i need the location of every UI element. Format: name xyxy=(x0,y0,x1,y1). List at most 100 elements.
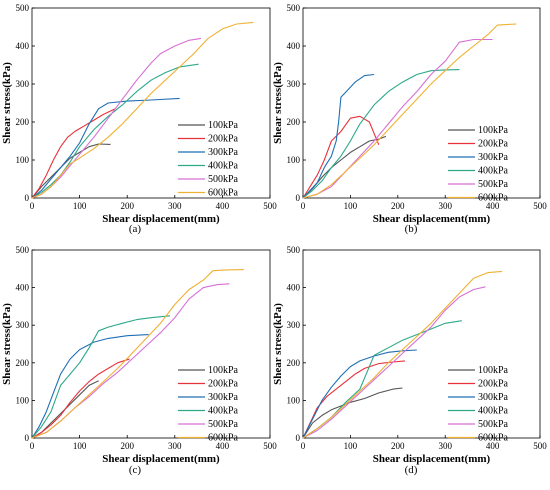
legend-label: 500kPa xyxy=(478,179,509,190)
y-tick-label: 400 xyxy=(287,283,301,293)
x-tick-label: 300 xyxy=(168,441,182,451)
legend-label: 400kPa xyxy=(208,161,239,172)
x-tick-label: 300 xyxy=(438,201,452,211)
legend-label: 600kPa xyxy=(208,188,239,199)
series-line-200kPa xyxy=(31,108,116,199)
y-axis-label: Shear stress(kPa) xyxy=(272,303,284,385)
y-tick-label: 200 xyxy=(16,358,30,368)
series-line-300kPa xyxy=(31,97,180,199)
legend-label: 200kPa xyxy=(478,379,509,390)
y-axis-label: Shear stress(kPa) xyxy=(272,62,284,144)
legend: 100kPa 200kPa 300kPa 400kPa 500kPa 600kPa xyxy=(448,125,509,204)
y-tick-label: 500 xyxy=(16,3,30,13)
legend-label: 100kPa xyxy=(208,120,239,131)
series-line-400kPa xyxy=(302,69,460,199)
legend-label: 500kPa xyxy=(208,174,239,185)
x-tick-label: 400 xyxy=(216,201,230,211)
chart-panel-2: 0 100 200 300 400 500 0 100 200 300 400 500 Shear di… xyxy=(272,3,547,235)
y-tick-label: 400 xyxy=(16,41,30,51)
y-tick-label: 300 xyxy=(287,320,301,330)
legend: 100kPa 200kPa 300kPa 400kPa 500kPa 600kPa xyxy=(178,120,239,199)
y-tick-label: 100 xyxy=(287,155,301,165)
x-tick-label: 0 xyxy=(301,441,306,451)
x-axis-label: Shear displacement(mm) xyxy=(373,453,491,465)
legend-label: 600kPa xyxy=(478,193,509,204)
x-tick-label: 200 xyxy=(391,441,405,451)
series-line-300kPa xyxy=(302,73,375,199)
x-tick-label: 300 xyxy=(438,441,452,451)
x-tick-label: 200 xyxy=(391,201,405,211)
x-tick-label: 100 xyxy=(73,201,87,211)
x-tick-label: 400 xyxy=(486,201,500,211)
x-axis-label: Shear displacement(mm) xyxy=(373,213,491,225)
x-axis-label: Shear displacement(mm) xyxy=(102,213,220,225)
legend-label: 200kPa xyxy=(208,134,239,145)
series-line-300kPa xyxy=(302,349,417,439)
plot-frame xyxy=(302,249,541,439)
legend-label: 100kPa xyxy=(478,125,509,136)
series-line-500kPa xyxy=(302,38,493,199)
x-tick-label: 200 xyxy=(120,201,134,211)
series-line-200kPa xyxy=(31,358,130,439)
legend-label: 300kPa xyxy=(208,147,239,158)
y-tick-label: 100 xyxy=(287,395,301,405)
y-tick-label: 500 xyxy=(287,245,301,255)
x-tick-label: 400 xyxy=(216,441,230,451)
legend-label: 100kPa xyxy=(208,365,239,376)
legend-label: 500kPa xyxy=(208,419,239,430)
x-tick-label: 100 xyxy=(73,441,87,451)
y-tick-label: 500 xyxy=(16,245,30,255)
x-tick-label: 500 xyxy=(533,441,547,451)
legend-label: 100kPa xyxy=(478,365,509,376)
legend-label: 600kPa xyxy=(478,433,509,444)
y-axis-label: Shear stress(kPa) xyxy=(1,303,13,385)
plot-frame xyxy=(31,249,271,439)
legend-label: 400kPa xyxy=(478,166,509,177)
x-tick-label: 100 xyxy=(344,201,358,211)
panel-label: (c) xyxy=(129,464,142,476)
y-tick-label: 200 xyxy=(16,117,30,127)
chart-panel-3: 0 100 200 300 400 500 0 100 200 300 400 500 Shear di… xyxy=(1,245,277,476)
chart-panel-1: 0 100 200 300 400 500 0 100 200 300 400 500 Shear di… xyxy=(1,3,277,235)
legend-label: 300kPa xyxy=(208,392,239,403)
y-tick-label: 500 xyxy=(287,3,301,13)
y-tick-label: 400 xyxy=(16,283,30,293)
legend-label: 400kPa xyxy=(478,406,509,417)
legend-label: 200kPa xyxy=(208,379,239,390)
legend-label: 600kPa xyxy=(208,433,239,444)
series-line-100kPa xyxy=(31,143,111,199)
series-line-600kPa xyxy=(31,21,254,199)
y-tick-label: 200 xyxy=(287,358,301,368)
series-line-600kPa xyxy=(31,269,244,439)
y-axis-label: Shear stress(kPa) xyxy=(1,62,13,144)
legend: 100kPa 200kPa 300kPa 400kPa 500kPa 600kPa xyxy=(178,365,239,444)
x-tick-label: 100 xyxy=(344,441,358,451)
x-tick-label: 400 xyxy=(486,441,500,451)
series-line-200kPa xyxy=(302,360,405,439)
series-line-400kPa xyxy=(31,315,171,439)
series-line-500kPa xyxy=(31,37,202,199)
x-tick-label: 500 xyxy=(263,201,277,211)
chart-panel-4: 0 100 200 300 400 500 0 100 200 300 400 500 Shear di… xyxy=(272,245,547,476)
y-tick-label: 0 xyxy=(25,433,30,443)
y-tick-label: 200 xyxy=(287,117,301,127)
y-tick-label: 0 xyxy=(25,193,30,203)
legend-label: 500kPa xyxy=(478,419,509,430)
series-line-600kPa xyxy=(302,23,517,199)
y-tick-label: 100 xyxy=(16,155,30,165)
panel-label: (a) xyxy=(129,223,142,235)
plot-frame xyxy=(31,7,271,199)
x-tick-label: 200 xyxy=(120,441,134,451)
x-tick-label: 500 xyxy=(263,441,277,451)
y-tick-label: 0 xyxy=(296,193,301,203)
y-tick-label: 100 xyxy=(16,395,30,405)
plot-frame xyxy=(302,7,541,199)
y-tick-label: 0 xyxy=(296,433,301,443)
series-line-300kPa xyxy=(31,334,149,439)
panel-label: (b) xyxy=(405,223,418,235)
series-line-600kPa xyxy=(302,270,503,439)
legend-label: 200kPa xyxy=(478,139,509,150)
legend-label: 300kPa xyxy=(478,152,509,163)
